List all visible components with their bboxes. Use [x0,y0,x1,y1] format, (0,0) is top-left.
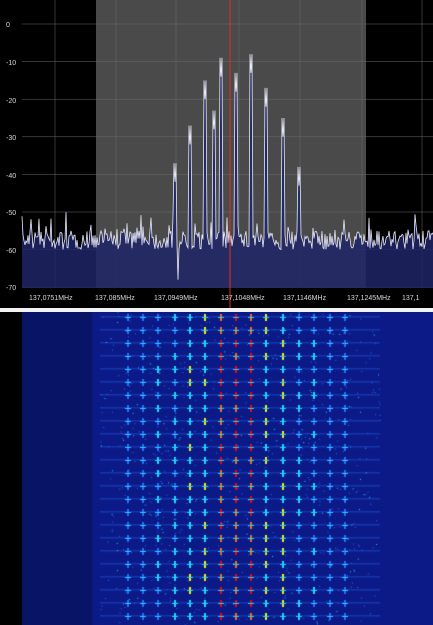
frequency-tick-label: 137,0949MHz [154,295,198,302]
panel-splitter[interactable] [0,308,433,312]
spectrum-panel[interactable]: 0 -10 -20 -30 -40 -50 -60 -70 137,0751MH… [0,0,433,308]
spectrum-fill [22,54,433,288]
frequency-tick-label: 137,1146MHz [283,295,327,302]
spectrum-trace [21,54,433,280]
db-tick-label: 0 [6,22,10,29]
db-tick-label: -70 [6,285,16,292]
db-tick-label: -20 [6,98,16,105]
frequency-tick-label: 137,1245MHz [347,295,391,302]
db-tick-label: -50 [6,210,16,217]
db-tick-label: -40 [6,173,16,180]
spectrum-plot[interactable]: 0 -10 -20 -30 -40 -50 -60 -70 137,0751MH… [0,0,433,308]
waterfall-panel[interactable] [0,312,433,625]
db-tick-label: -10 [6,60,16,67]
frequency-tick-label: 137,1 [402,295,420,302]
frequency-tick-label: 137,085MHz [95,295,135,302]
db-tick-label: -60 [6,248,16,255]
waterfall-display[interactable] [0,312,433,625]
frequency-tick-label: 137,0751MHz [29,295,73,302]
db-tick-label: -30 [6,135,16,142]
frequency-tick-label: 137,1048MHz [221,295,265,302]
